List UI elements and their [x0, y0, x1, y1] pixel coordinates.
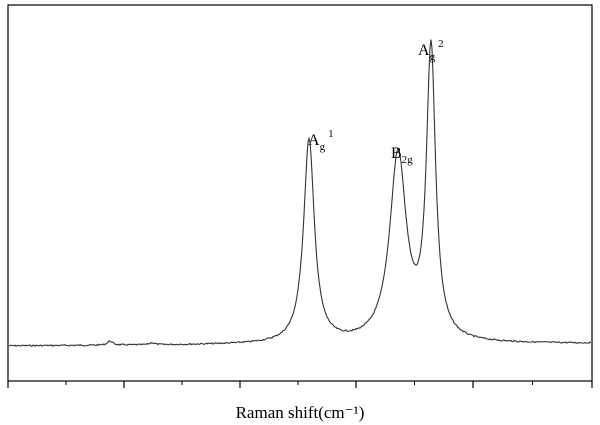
spectrum-line — [8, 39, 592, 347]
peak-label: Ag2 — [418, 38, 444, 63]
plot-frame — [7, 4, 593, 382]
peak-labels: Ag1 B2g Ag2 — [308, 38, 444, 166]
peak-label: Ag1 — [308, 128, 334, 153]
peak-label: B2g — [391, 145, 413, 166]
x-axis-ticks — [7, 381, 593, 388]
x-axis-label: Raman shift(cm⁻¹) — [236, 403, 365, 422]
